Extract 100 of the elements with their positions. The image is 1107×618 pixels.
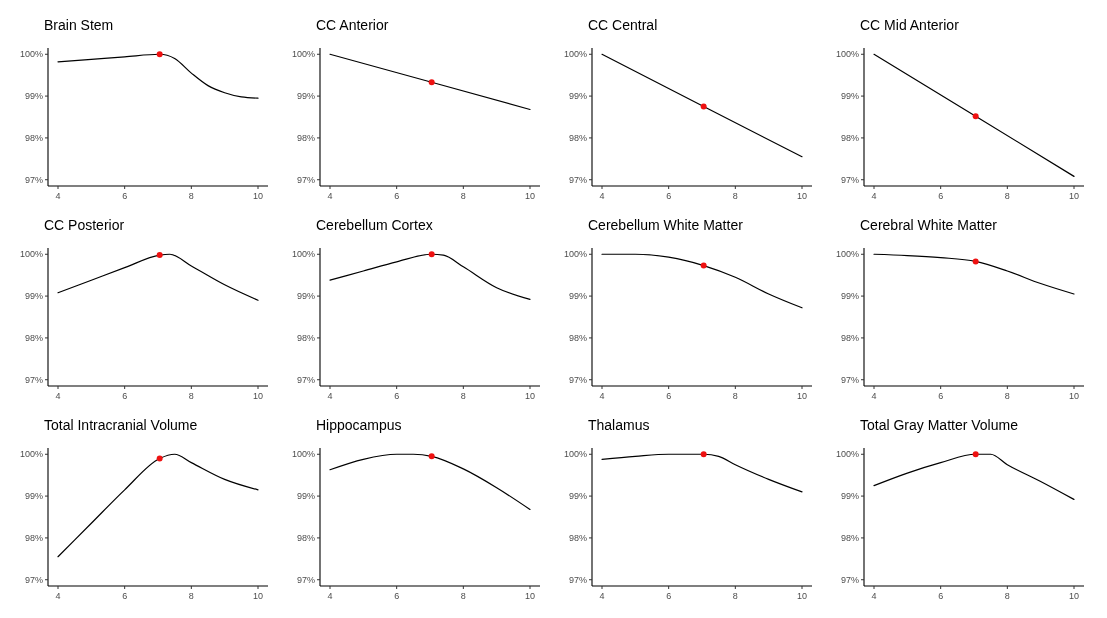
y-tick-label: 99% — [24, 91, 43, 102]
y-tick-label: 97% — [296, 174, 315, 185]
x-tick-label: 4 — [599, 191, 605, 201]
x-tick-label: 10 — [252, 591, 264, 601]
y-tick-label: 100% — [835, 449, 859, 460]
x-tick-label: 8 — [188, 391, 194, 401]
x-tick-label: 4 — [327, 591, 333, 601]
chart-title: CC Mid Anterior — [860, 17, 960, 33]
line-series — [873, 253, 1075, 295]
y-tick-label: 99% — [24, 291, 43, 302]
x-tick-label: 8 — [460, 591, 466, 601]
line-series — [329, 253, 531, 301]
y-tick-label: 98% — [840, 533, 859, 544]
x-tick-label: 10 — [524, 391, 536, 401]
y-tick-label: 98% — [24, 333, 43, 344]
y-tick-label: 99% — [840, 491, 859, 502]
chart-title: Brain Stem — [44, 17, 114, 33]
x-tick-label: 6 — [938, 591, 944, 601]
x-tick-label: 10 — [524, 191, 536, 201]
y-tick-label: 100% — [563, 49, 587, 60]
y-tick-label: 100% — [291, 249, 315, 260]
y-tick-label: 97% — [24, 574, 43, 585]
line-series — [601, 453, 803, 493]
chart-title: Hippocampus — [316, 417, 402, 433]
x-tick-label: 4 — [599, 591, 605, 601]
x-tick-label: 8 — [732, 591, 738, 601]
y-tick-label: 97% — [24, 374, 43, 385]
x-tick-label: 4 — [871, 591, 877, 601]
y-tick-label: 97% — [840, 574, 859, 585]
y-tick-label: 97% — [568, 574, 587, 585]
x-tick-label: 10 — [796, 391, 808, 401]
y-tick-label: 98% — [840, 333, 859, 344]
line-series — [57, 253, 259, 301]
chart-title: CC Central — [588, 17, 658, 33]
line-series — [329, 453, 531, 511]
y-tick-label: 100% — [835, 249, 859, 260]
chart-title: Cerebellum White Matter — [588, 217, 744, 233]
x-tick-label: 6 — [394, 391, 400, 401]
y-tick-label: 97% — [568, 374, 587, 385]
line-series — [57, 453, 259, 558]
y-tick-label: 100% — [835, 49, 859, 60]
x-tick-label: 10 — [796, 191, 808, 201]
x-tick-label: 6 — [666, 391, 672, 401]
x-tick-label: 10 — [252, 391, 264, 401]
y-tick-label: 99% — [568, 91, 587, 102]
y-tick-label: 98% — [296, 133, 315, 144]
x-tick-label: 8 — [1004, 391, 1010, 401]
y-tick-label: 99% — [568, 291, 587, 302]
y-tick-label: 97% — [568, 174, 587, 185]
y-tick-label: 97% — [840, 374, 859, 385]
chart-title: Cerebral White Matter — [860, 217, 998, 233]
y-tick-label: 100% — [19, 49, 43, 60]
x-tick-label: 10 — [524, 591, 536, 601]
x-tick-label: 6 — [122, 191, 128, 201]
chart-title: Cerebellum Cortex — [316, 217, 433, 233]
x-tick-label: 8 — [460, 391, 466, 401]
x-tick-label: 10 — [252, 191, 264, 201]
y-tick-label: 97% — [296, 374, 315, 385]
x-tick-label: 6 — [666, 191, 672, 201]
x-tick-label: 8 — [1004, 591, 1010, 601]
y-tick-label: 97% — [840, 174, 859, 185]
x-tick-label: 6 — [122, 591, 128, 601]
x-tick-label: 10 — [1068, 391, 1080, 401]
line-series — [57, 53, 259, 99]
y-tick-label: 100% — [291, 49, 315, 60]
y-tick-label: 97% — [24, 174, 43, 185]
line-series — [601, 253, 803, 309]
x-tick-label: 6 — [394, 591, 400, 601]
x-tick-label: 4 — [871, 191, 877, 201]
line-series — [873, 453, 1075, 501]
x-tick-label: 4 — [599, 391, 605, 401]
x-tick-label: 8 — [460, 191, 466, 201]
y-tick-label: 98% — [568, 133, 587, 144]
y-tick-label: 99% — [24, 491, 43, 502]
x-tick-label: 8 — [188, 591, 194, 601]
x-tick-label: 10 — [1068, 191, 1080, 201]
y-tick-label: 100% — [563, 449, 587, 460]
chart-title: CC Posterior — [44, 217, 125, 233]
x-tick-label: 6 — [666, 591, 672, 601]
y-tick-label: 99% — [840, 291, 859, 302]
y-tick-label: 100% — [19, 449, 43, 460]
y-tick-label: 100% — [291, 449, 315, 460]
y-tick-label: 99% — [840, 91, 859, 102]
x-tick-label: 4 — [327, 391, 333, 401]
y-tick-label: 99% — [296, 491, 315, 502]
chart-title: Total Intracranial Volume — [44, 417, 198, 433]
y-tick-label: 98% — [24, 533, 43, 544]
y-tick-label: 99% — [296, 291, 315, 302]
y-tick-label: 97% — [296, 574, 315, 585]
x-tick-label: 4 — [327, 191, 333, 201]
x-tick-label: 6 — [938, 191, 944, 201]
y-tick-label: 98% — [568, 333, 587, 344]
y-tick-label: 100% — [19, 249, 43, 260]
x-tick-label: 8 — [732, 191, 738, 201]
x-tick-label: 8 — [1004, 191, 1010, 201]
y-tick-label: 98% — [296, 533, 315, 544]
x-tick-label: 4 — [55, 591, 61, 601]
x-tick-label: 6 — [938, 391, 944, 401]
x-tick-label: 6 — [394, 191, 400, 201]
x-tick-label: 8 — [188, 191, 194, 201]
